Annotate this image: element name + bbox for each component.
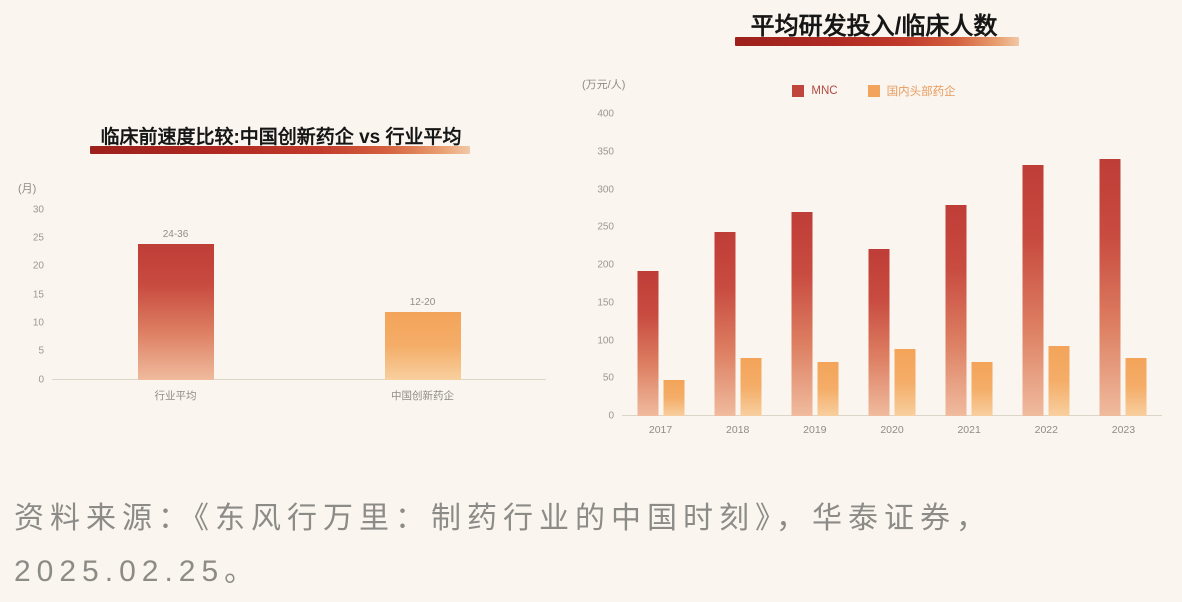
rd-investment-chart: 平均研发投入/临床人数 (万元/人) MNC 国内头部药企 0 50 100 150 20… xyxy=(576,12,1172,436)
y-tick-label: 30 xyxy=(32,204,44,216)
y-tick-label: 15 xyxy=(32,289,44,301)
x-category-label: 2022 xyxy=(1034,424,1058,436)
bar-group-2018: 2018 xyxy=(714,114,762,436)
bar-group-2023: 2023 xyxy=(1099,114,1147,436)
bar-MNC-2021 xyxy=(945,205,967,416)
source-line-1: 资料来源：《东风行万里：制药行业的中国时刻》，华泰证券， xyxy=(14,502,992,535)
y-tick-label: 150 xyxy=(597,297,614,309)
bar-value-label: 12-20 xyxy=(409,296,436,308)
bar-group-2022: 2022 xyxy=(1022,114,1070,436)
bar-group-2017: 2017 xyxy=(637,114,685,436)
source-line-2: 2025.02.25。 xyxy=(14,555,261,589)
x-category-label: 2017 xyxy=(648,424,673,436)
left-chart-title-row: 临床前速度比较:中国创新药企 vs 行业平均 xyxy=(16,126,546,154)
bar-行业平均: 24-36 xyxy=(137,229,214,380)
left-x-axis-line xyxy=(52,378,546,380)
y-tick-label: 5 xyxy=(38,345,44,357)
x-category-label: 2020 xyxy=(880,424,904,436)
y-tick-label: 0 xyxy=(38,374,44,386)
x-category-label: 2021 xyxy=(957,424,981,436)
x-category-label: 行业平均 xyxy=(154,389,197,402)
legend-item-国内头部药企: 国内头部药企 xyxy=(867,83,956,99)
y-tick-label: 400 xyxy=(597,108,614,120)
right-x-axis-line xyxy=(622,415,1162,416)
bar-国内头部药企-2017 xyxy=(663,379,685,416)
bar-MNC-2019 xyxy=(791,212,813,416)
legend-swatch-orange xyxy=(867,85,880,97)
left-chart-y-unit-label: (月) xyxy=(18,182,37,195)
bar-MNC-2018 xyxy=(714,231,736,416)
bar-MNC-2017 xyxy=(637,271,659,416)
x-category-label: 中国创新药企 xyxy=(391,389,454,402)
bar-group-中国创新药企: 12-20 中国创新药企 xyxy=(384,210,461,402)
y-tick-label: 200 xyxy=(597,259,614,271)
x-category-label: 2018 xyxy=(726,424,750,436)
left-chart-plot: 0 5 10 15 20 25 30 24-36 行业平均 12-20 中国创新药企 xyxy=(16,204,546,402)
left-y-axis: 0 5 10 15 20 25 30 xyxy=(16,204,52,385)
bar-value-label: 24-36 xyxy=(162,228,189,240)
bar-group-2020: 2020 xyxy=(868,114,916,436)
bar-国内头部药企-2018 xyxy=(740,357,762,416)
legend-item-MNC: MNC xyxy=(792,85,838,97)
y-tick-label: 100 xyxy=(597,335,614,346)
bar-国内头部药企-2020 xyxy=(894,348,916,416)
y-tick-label: 250 xyxy=(597,221,614,233)
bar-国内头部药企-2023 xyxy=(1125,357,1147,416)
right-chart-title: 平均研发投入/临床人数 xyxy=(734,13,1019,46)
right-chart-legend: MNC 国内头部药企 xyxy=(576,84,1172,98)
right-y-axis: 0 50 100 150 200 250 300 350 400 xyxy=(576,109,622,422)
bar-group-2021: 2021 xyxy=(945,114,993,436)
left-chart-title: 临床前速度比较:中国创新药企 vs 行业平均 xyxy=(90,127,470,154)
bar-国内头部药企-2019 xyxy=(817,362,839,416)
right-chart-title-row: 平均研发投入/临床人数 xyxy=(576,12,1172,46)
y-tick-label: 300 xyxy=(597,184,614,195)
bar-MNC-2022 xyxy=(1022,164,1044,416)
source-citation: 资料来源：《东风行万里：制药行业的中国时刻》，华泰证券， 2025.02.25。 xyxy=(14,492,1172,599)
legend-label: 国内头部药企 xyxy=(886,86,956,98)
bar-国内头部药企-2022 xyxy=(1048,345,1070,416)
x-category-label: 2023 xyxy=(1111,424,1136,436)
y-tick-label: 50 xyxy=(602,372,614,384)
y-tick-label: 20 xyxy=(32,260,44,272)
preclinical-speed-chart: 临床前速度比较:中国创新药企 vs 行业平均 (月) 0 5 10 15 20 25 30 … xyxy=(16,126,546,402)
bar-group-2019: 2019 xyxy=(791,114,839,436)
legend-swatch-red xyxy=(792,85,805,97)
y-tick-label: 25 xyxy=(32,232,44,244)
x-category-label: 2019 xyxy=(803,424,827,436)
right-chart-y-unit-label: (万元/人) xyxy=(582,79,626,91)
bar-中国创新药企: 12-20 xyxy=(384,297,461,380)
right-plot-area: 2017 2018 2019 2020 2021 2022 2023 xyxy=(622,114,1162,436)
bar-MNC-2023 xyxy=(1099,158,1121,416)
y-tick-label: 10 xyxy=(32,317,44,329)
right-chart-plot: 0 50 100 150 200 250 300 350 400 2017 2018 2019 202… xyxy=(576,109,1172,436)
bar-MNC-2020 xyxy=(868,249,890,416)
bar-国内头部药企-2021 xyxy=(971,362,993,416)
legend-label: MNC xyxy=(811,85,838,97)
bar-group-行业平均: 24-36 行业平均 xyxy=(137,210,214,402)
left-plot-area: 24-36 行业平均 12-20 中国创新药企 xyxy=(52,210,546,402)
y-tick-label: 350 xyxy=(597,146,614,158)
y-tick-label: 0 xyxy=(608,410,614,422)
